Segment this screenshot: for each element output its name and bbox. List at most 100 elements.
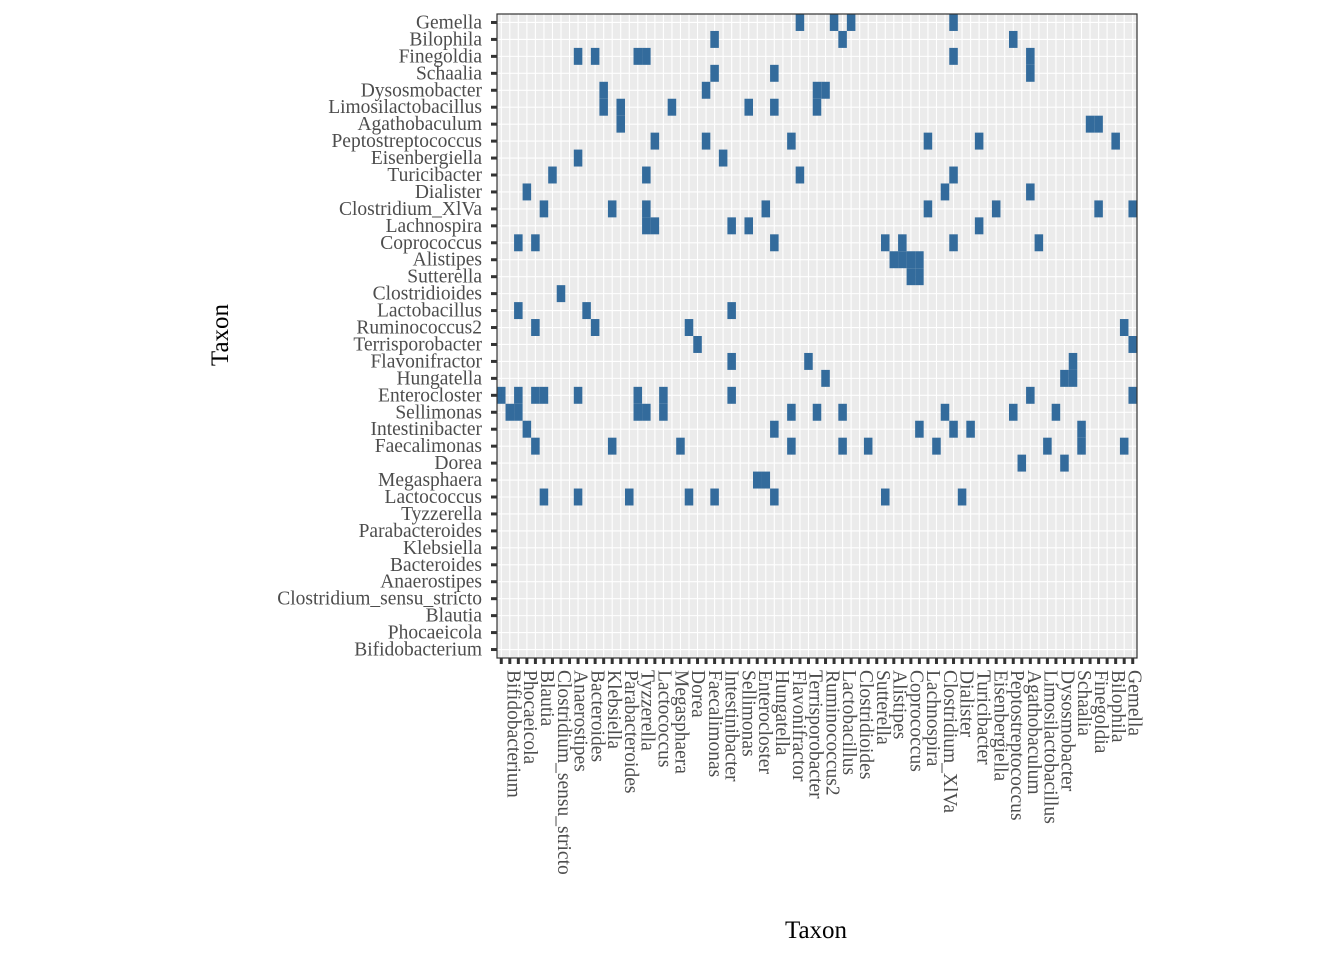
y-tick-label: Ruminococcus2	[356, 318, 482, 339]
y-tick-label: Bifidobacterium	[354, 640, 482, 661]
heatmap-tile	[607, 437, 617, 455]
heatmap-tile	[974, 217, 984, 235]
heatmap-tile	[531, 319, 540, 336]
heatmap-tile	[812, 403, 822, 421]
heatmap-tile	[684, 488, 694, 506]
heatmap-tile	[761, 200, 771, 218]
heatmap-tile	[949, 420, 958, 438]
heatmap-tile	[531, 234, 540, 252]
y-tick-label: Bilophila	[409, 29, 482, 50]
heatmap-tile	[787, 403, 796, 421]
x-axis-label: Taxon	[785, 917, 848, 944]
heatmap-tile	[940, 403, 950, 421]
y-tick-label: Clostridioides	[373, 284, 482, 305]
heatmap-tile	[548, 166, 557, 184]
heatmap-tile	[539, 386, 549, 404]
heatmap-tile	[642, 166, 651, 184]
heatmap-tile	[710, 64, 719, 82]
y-tick-label: Lachnospira	[386, 216, 483, 237]
x-tick-label: Dysosmobacter	[1056, 670, 1077, 792]
x-tick-label: Phocaeicola	[519, 670, 540, 765]
heatmap-tile	[616, 98, 625, 116]
heatmap-tile	[684, 319, 694, 336]
heatmap-tile	[710, 30, 719, 48]
x-axis: BifidobacteriumPhocaeicolaBlautiaClostri…	[499, 658, 1145, 875]
heatmap-tile	[957, 488, 967, 506]
heatmap-tile	[701, 81, 711, 99]
heatmap-tile	[812, 98, 822, 116]
heatmap-tile	[1077, 437, 1086, 455]
heatmap-tile	[1017, 454, 1027, 472]
x-tick-label: Lachnospira	[922, 670, 943, 767]
heatmap-tile	[770, 420, 779, 438]
heatmap-tile	[727, 352, 736, 370]
y-tick-label: Klebsiella	[403, 538, 482, 559]
heatmap-tile	[838, 403, 847, 421]
y-tick-label: Phocaeicola	[388, 623, 483, 644]
x-tick-label: Faecalimonas	[704, 670, 725, 777]
heatmap-tile	[590, 47, 600, 65]
heatmap-tile	[1060, 454, 1069, 472]
heatmap-tile	[531, 437, 540, 455]
y-tick-label: Sellimonas	[395, 402, 482, 423]
heatmap-tile	[949, 166, 958, 184]
y-tick-label: Dorea	[434, 453, 482, 474]
x-tick-label: Flavonifractor	[788, 670, 809, 782]
x-tick-label: Terrisporobacter	[805, 670, 826, 799]
x-tick-label: Clostridium_XlVa	[939, 670, 960, 813]
heatmap-tile	[531, 386, 540, 404]
x-tick-label: Peptostreptococcus	[1006, 670, 1027, 821]
heatmap-tile	[727, 217, 736, 235]
y-axis: BifidobacteriumPhocaeicolaBlautiaClostri…	[277, 12, 497, 661]
heatmap-tile	[693, 336, 702, 353]
heatmap-tile	[744, 98, 753, 116]
x-tick-label: Coprococcus	[905, 670, 926, 772]
heatmap-tile	[1009, 30, 1018, 48]
heatmap-tile	[573, 488, 583, 506]
heatmap-tile	[923, 132, 933, 150]
heatmap-tile	[846, 14, 856, 31]
heatmap-tile	[539, 200, 549, 218]
y-tick-label: Turicibacter	[387, 165, 482, 186]
heatmap-tile	[915, 268, 924, 286]
y-tick-label: Sutterella	[407, 267, 482, 288]
heatmap-tile	[522, 420, 532, 438]
heatmap-tile	[906, 251, 916, 269]
heatmap-tile	[821, 81, 830, 99]
heatmap-tile	[795, 166, 805, 184]
heatmap-tile	[616, 115, 625, 133]
heatmap-tile	[667, 98, 677, 116]
heatmap-tile	[770, 234, 779, 252]
heatmap-tile	[539, 488, 549, 506]
y-tick-label: Lactococcus	[385, 487, 482, 508]
y-tick-label: Dysosmobacter	[361, 80, 483, 101]
y-tick-label: Dialister	[415, 182, 483, 203]
y-tick-label: Lactobacillus	[377, 301, 482, 322]
heatmap-tile	[881, 234, 890, 252]
heatmap-tile	[599, 98, 608, 116]
heatmap-tile	[607, 200, 617, 218]
y-tick-label: Agathobaculum	[357, 114, 482, 135]
heatmap-tile	[991, 200, 1001, 218]
y-tick-label: Terrisporobacter	[353, 334, 482, 355]
y-tick-label: Clostridium_XlVa	[339, 199, 482, 220]
x-tick-label: Dialister	[956, 670, 977, 738]
heatmap-tile	[1043, 437, 1052, 455]
heatmap-tile	[863, 437, 873, 455]
heatmap-tile	[1026, 47, 1035, 65]
heatmap-tile	[514, 386, 523, 404]
y-tick-label: Alistipes	[413, 250, 482, 271]
x-tick-label: Gemella	[1124, 670, 1145, 736]
heatmap-tile	[599, 81, 608, 99]
x-tick-label: Enterocloster	[754, 670, 775, 774]
heatmap-tile	[573, 47, 583, 65]
x-tick-label: Blautia	[536, 670, 557, 727]
heatmap-tile	[676, 437, 685, 455]
y-axis-title: Taxon	[207, 303, 234, 366]
y-tick-label: Faecalimonas	[375, 436, 482, 457]
heatmap-tile	[744, 217, 753, 235]
heatmap-tile	[898, 251, 907, 269]
y-tick-label: Megasphaera	[378, 470, 482, 491]
heatmap-tile	[966, 420, 975, 438]
heatmap-tile	[590, 319, 600, 336]
